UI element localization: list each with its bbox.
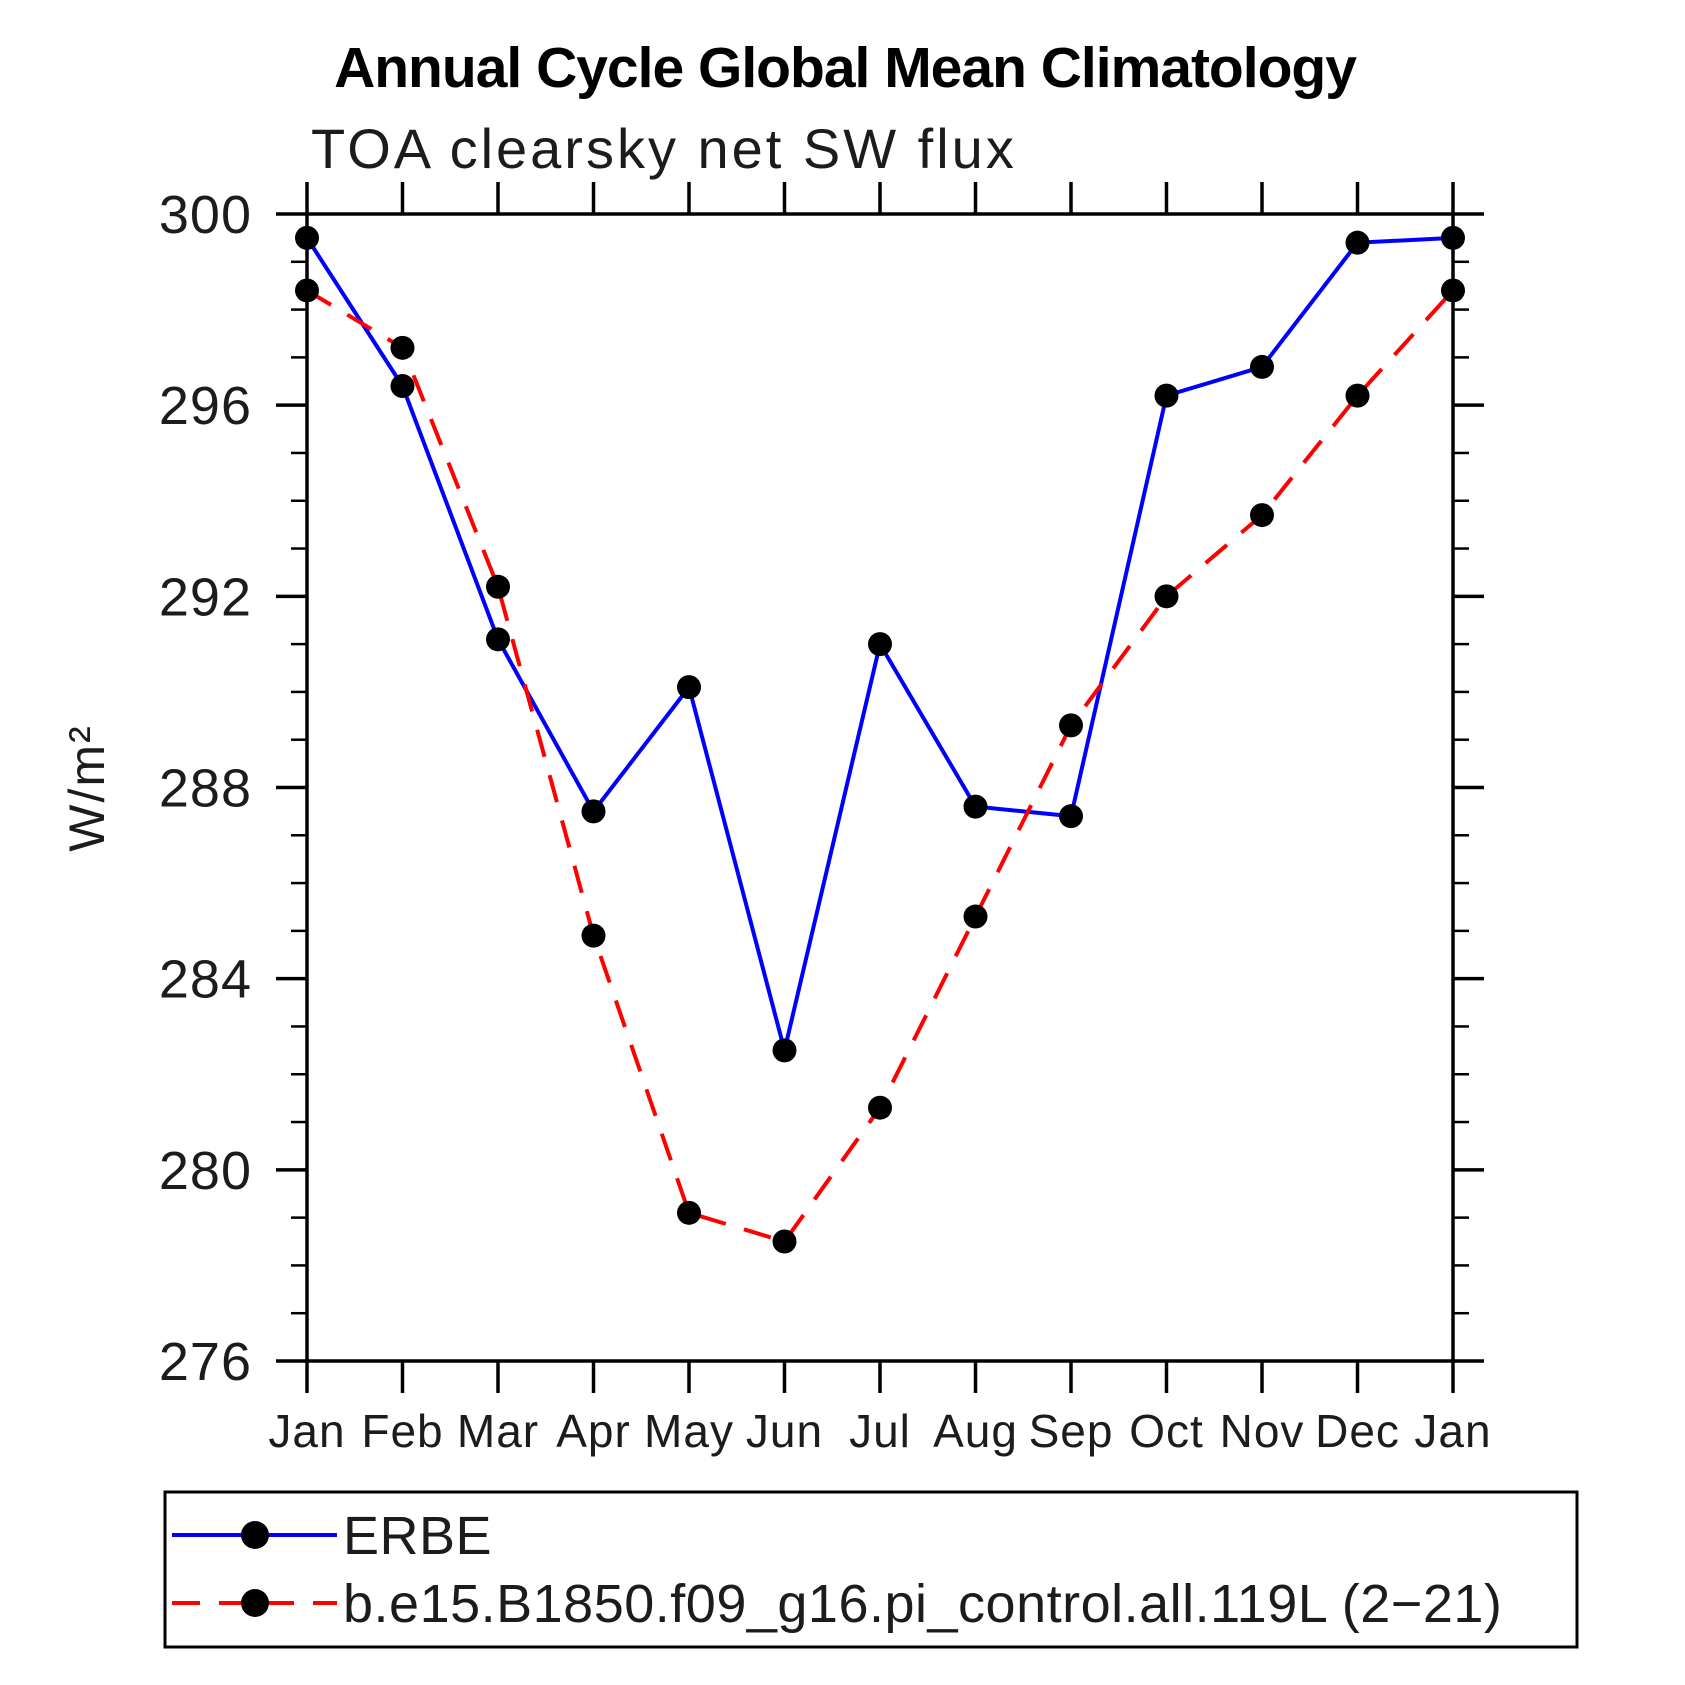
data-series bbox=[295, 225, 1465, 1254]
erbe-point bbox=[486, 627, 510, 652]
model-point bbox=[1441, 278, 1465, 303]
legend-model-marker bbox=[241, 1589, 269, 1617]
month-label: Nov bbox=[1220, 1405, 1305, 1457]
erbe-point bbox=[295, 225, 319, 250]
y-tick-label: 276 bbox=[159, 1332, 252, 1392]
y-tick-label: 284 bbox=[159, 950, 252, 1010]
erbe-point bbox=[1250, 354, 1274, 379]
erbe-point bbox=[581, 799, 606, 824]
model-point bbox=[963, 904, 988, 929]
month-label: Jul bbox=[849, 1405, 911, 1457]
erbe-point bbox=[677, 675, 701, 700]
model-point bbox=[390, 335, 415, 360]
month-label: Jun bbox=[746, 1405, 823, 1457]
y-tick-label: 300 bbox=[159, 185, 252, 245]
axes: 300 296 292 288 284 280 276 Jan Feb Mar Apr May Jun J… bbox=[159, 182, 1491, 1457]
erbe-point bbox=[1154, 383, 1179, 408]
month-label: Oct bbox=[1129, 1405, 1204, 1457]
model-point bbox=[486, 574, 510, 599]
y-tick-label: 292 bbox=[159, 567, 252, 627]
erbe-point bbox=[390, 374, 415, 399]
model-point bbox=[295, 278, 319, 303]
model-point bbox=[677, 1200, 701, 1225]
month-label: Feb bbox=[361, 1405, 443, 1457]
legend-erbe-marker bbox=[241, 1521, 269, 1549]
erbe-point bbox=[1441, 225, 1465, 250]
erbe-point bbox=[1059, 804, 1083, 829]
model-point bbox=[1059, 713, 1083, 738]
y-tick-label: 296 bbox=[159, 376, 252, 436]
legend-rows: ERBE b.e15.B1850.f09_g16.pi_control.all.1… bbox=[172, 1506, 1502, 1634]
model-point bbox=[1154, 584, 1179, 609]
model-point bbox=[772, 1229, 797, 1254]
erbe-point bbox=[772, 1038, 797, 1063]
month-label: Sep bbox=[1029, 1405, 1114, 1457]
chart-subtitle: TOA clearsky net SW flux bbox=[311, 117, 1017, 180]
erbe-point bbox=[1345, 230, 1370, 255]
y-axis-label: W/m² bbox=[59, 724, 115, 851]
month-label: May bbox=[644, 1405, 734, 1457]
month-label: Dec bbox=[1315, 1405, 1400, 1457]
month-label: Mar bbox=[457, 1405, 539, 1457]
legend-model-label: b.e15.B1850.f09_g16.pi_control.all.119L … bbox=[343, 1574, 1502, 1634]
legend-box bbox=[163, 1490, 1579, 1649]
y-tick-label: 280 bbox=[159, 1141, 252, 1201]
month-label: Apr bbox=[556, 1405, 631, 1457]
model-point bbox=[868, 1095, 892, 1120]
chart-title: Annual Cycle Global Mean Climatology bbox=[334, 36, 1357, 100]
model-point bbox=[1250, 503, 1274, 528]
month-label: Jan bbox=[1414, 1405, 1491, 1457]
month-label: Jan bbox=[268, 1405, 345, 1457]
plot-frame bbox=[305, 212, 1455, 1363]
month-label: Aug bbox=[933, 1405, 1018, 1457]
model-point bbox=[1345, 383, 1370, 408]
erbe-point bbox=[868, 632, 892, 657]
erbe-point bbox=[963, 794, 988, 819]
model-point bbox=[581, 923, 606, 948]
legend-erbe-label: ERBE bbox=[343, 1506, 492, 1566]
legend: ERBE b.e15.B1850.f09_g16.pi_control.all.1… bbox=[163, 1490, 1579, 1649]
y-tick-label: 288 bbox=[159, 759, 252, 819]
